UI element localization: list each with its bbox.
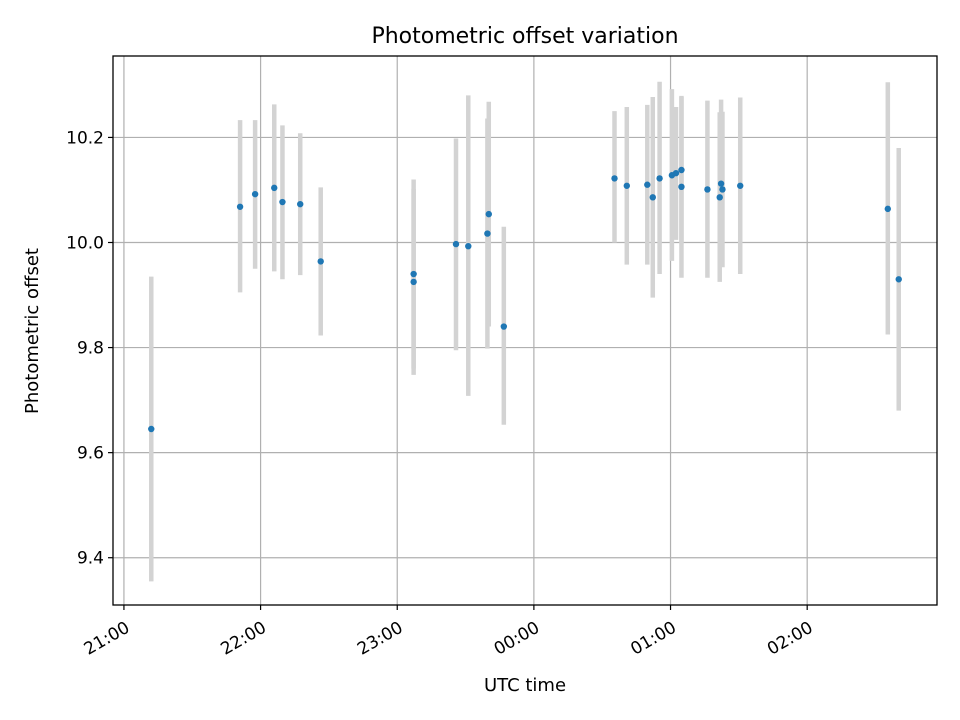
- data-point: [317, 258, 324, 265]
- grid: [113, 56, 937, 605]
- data-point: [279, 198, 286, 206]
- data-point: [410, 270, 417, 278]
- data-point: [271, 184, 278, 192]
- y-tick-label: 10.0: [66, 233, 104, 253]
- y-tick-label: 10.2: [66, 128, 104, 148]
- plot-frame: [112, 55, 938, 606]
- data-point: [678, 183, 685, 191]
- y-axis-label: Photometric offset: [22, 248, 43, 414]
- data-point: [678, 166, 685, 174]
- data-points: [148, 166, 902, 433]
- data-point: [297, 200, 304, 208]
- data-point: [236, 203, 244, 210]
- data-point: [410, 278, 417, 286]
- data-point: [649, 194, 656, 201]
- data-point: [737, 182, 744, 189]
- data-point: [452, 240, 460, 248]
- data-point: [716, 194, 723, 201]
- data-point: [719, 186, 726, 193]
- data-point: [485, 210, 492, 218]
- data-point: [717, 180, 725, 187]
- data-point: [251, 190, 259, 198]
- data-point: [465, 242, 472, 250]
- data-point: [672, 169, 680, 177]
- data-point: [484, 230, 491, 237]
- data-point: [895, 276, 902, 283]
- data-point: [644, 181, 651, 188]
- y-tick-label: 9.6: [77, 444, 104, 464]
- data-point: [611, 175, 618, 182]
- x-axis-label: UTC time: [484, 675, 566, 696]
- data-point: [704, 186, 711, 193]
- data-point: [148, 425, 155, 433]
- y-tick-label: 9.8: [77, 339, 104, 359]
- data-point: [656, 175, 663, 182]
- data-point: [623, 182, 631, 189]
- chart-title: Photometric offset variation: [371, 24, 678, 49]
- data-point: [500, 323, 508, 330]
- y-tick-label: 9.4: [77, 549, 104, 569]
- data-point: [884, 205, 892, 213]
